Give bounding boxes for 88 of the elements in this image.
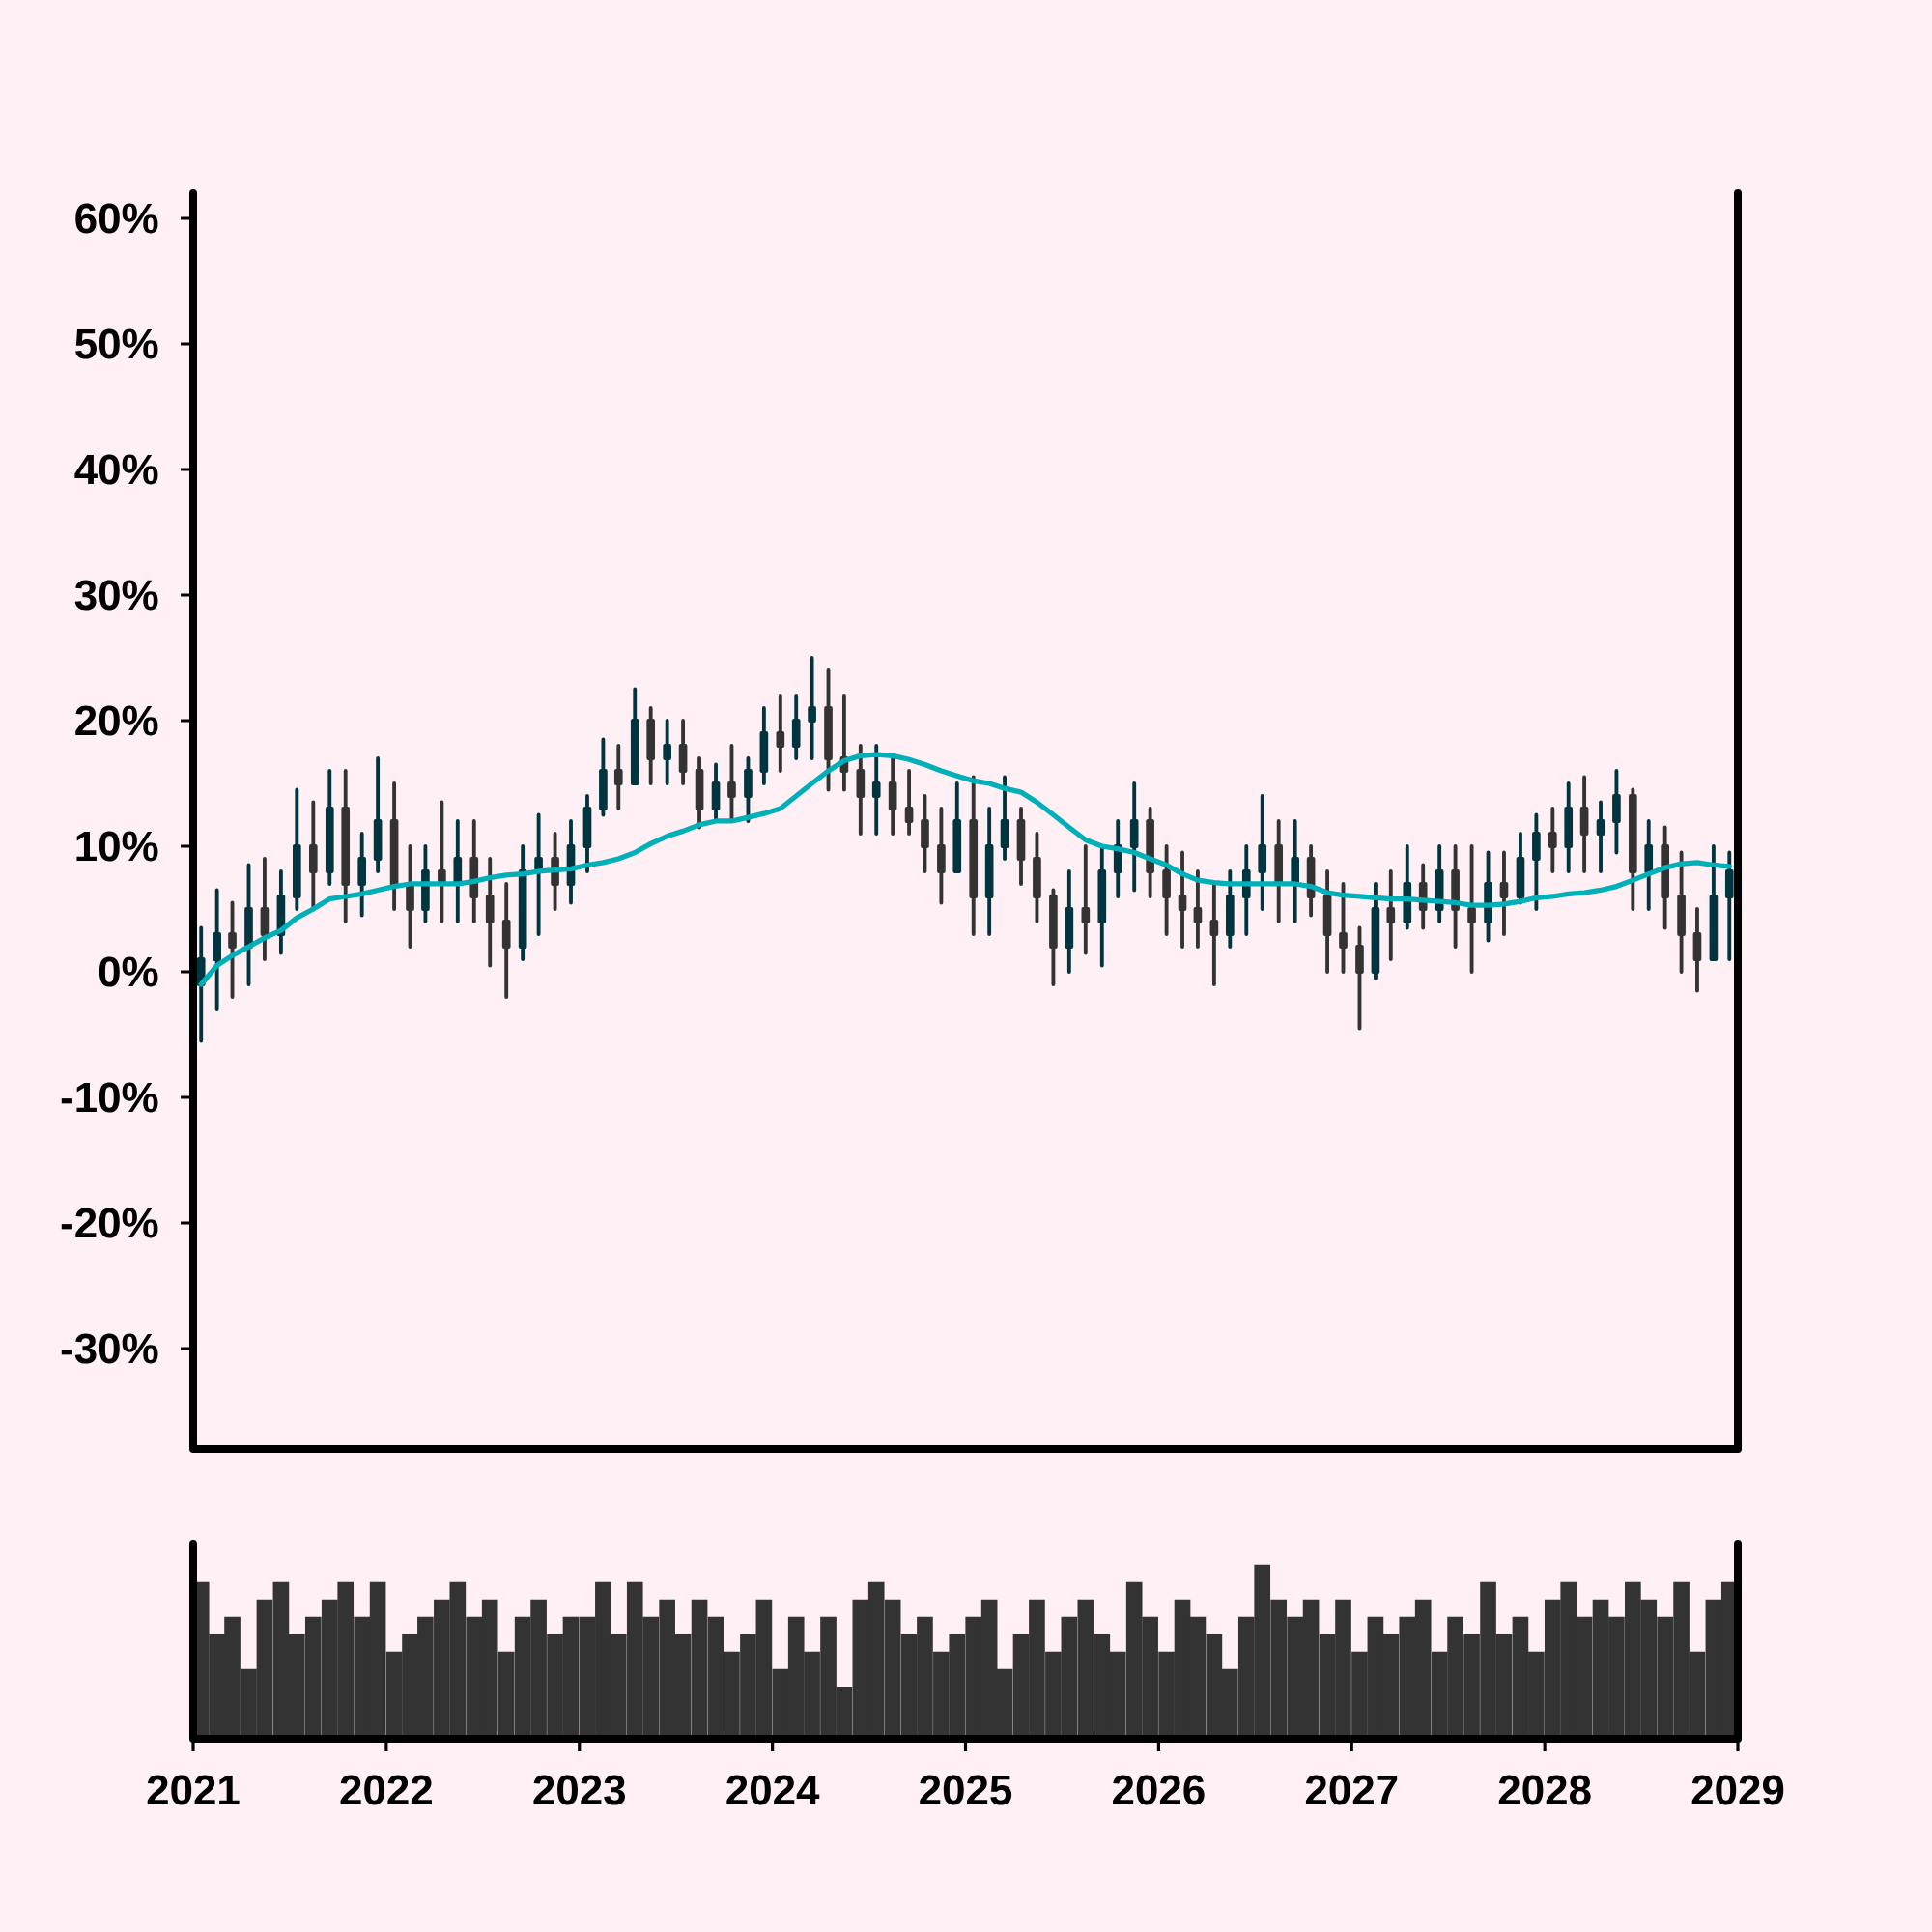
candlestick [501, 882, 511, 999]
y-tick-label: -30% [61, 1333, 158, 1364]
candlestick [1065, 869, 1074, 974]
candlestick [1692, 907, 1702, 993]
candlestick [1644, 819, 1654, 911]
candlestick [485, 857, 495, 968]
y-tick-label: -10% [61, 1082, 158, 1113]
y-tick-label: 0% [99, 956, 158, 987]
x-tick-label: 2023 [533, 1775, 625, 1805]
candlestick [1579, 775, 1589, 873]
candlestick [1081, 844, 1091, 955]
candlestick [856, 744, 866, 836]
y-tick-label: 20% [75, 705, 158, 736]
candlestick [759, 706, 769, 785]
x-tick-label: 2028 [1498, 1775, 1591, 1805]
candlestick [904, 769, 914, 836]
candlestick [1000, 775, 1009, 861]
candlestick [1162, 844, 1171, 936]
candlestick [1451, 844, 1460, 949]
candlestick [373, 756, 383, 873]
candlestick [776, 694, 785, 773]
candlestick [292, 787, 301, 911]
candlestick [1322, 869, 1332, 974]
candlestick [695, 756, 704, 830]
candlestick [325, 769, 334, 886]
candlestick [1033, 832, 1041, 923]
candlestick [1129, 781, 1139, 893]
candlestick [1049, 888, 1058, 986]
candlestick [453, 819, 463, 923]
candlestick [1209, 882, 1219, 986]
y-tick-label: 60% [75, 203, 158, 234]
candlestick [646, 706, 656, 785]
candlestick [1499, 850, 1509, 936]
candlestick [599, 737, 608, 817]
candlestick [1677, 850, 1686, 974]
x-tick-label: 2024 [726, 1775, 820, 1805]
candlestick [921, 794, 929, 873]
candlestick [1193, 869, 1203, 949]
candlestick [1225, 869, 1235, 949]
candlestick [663, 719, 671, 785]
candlestick [808, 656, 816, 760]
candlestick [824, 668, 833, 792]
candlestick [678, 719, 688, 785]
candlestick [1532, 812, 1541, 911]
candlestick [582, 794, 592, 873]
candlestick [744, 756, 753, 823]
y-tick-label: 30% [74, 580, 158, 611]
candlestick [213, 888, 221, 1011]
candlestick [984, 807, 994, 936]
candlestick [341, 769, 351, 923]
candlestick [1709, 844, 1719, 961]
y-tick-label: 10% [76, 831, 158, 862]
candlestick [1371, 882, 1380, 980]
y-tick-label: 40% [74, 454, 158, 485]
candlestick [1274, 819, 1284, 923]
candlestick [613, 744, 623, 810]
x-tick-label: 2027 [1305, 1775, 1398, 1805]
candlestick [1629, 787, 1637, 911]
candlestick [357, 832, 367, 918]
candlestick [630, 687, 639, 785]
candlestick [389, 781, 399, 911]
candlestick [1548, 807, 1557, 873]
candlestick [791, 694, 801, 760]
candlestick [1291, 819, 1300, 923]
candlestick [1016, 807, 1026, 886]
candlestick [952, 781, 962, 873]
candlestick [518, 844, 527, 961]
candlestick [1596, 800, 1605, 873]
candlestick [1564, 781, 1574, 873]
candlestick [1355, 925, 1364, 1031]
candlestick [1178, 850, 1187, 949]
x-tick-label: 2021 [147, 1775, 240, 1805]
candlestick [260, 857, 270, 961]
candlestick [871, 744, 881, 836]
y-tick-label: -20% [61, 1208, 158, 1238]
x-tick-label: 2026 [1113, 1775, 1205, 1805]
candlestick [888, 756, 897, 836]
x-tick-label: 2025 [920, 1775, 1012, 1805]
candlestick [937, 807, 946, 905]
candlestick [1724, 850, 1734, 961]
candlestick [1612, 769, 1621, 855]
x-tick-label: 2029 [1691, 1775, 1784, 1805]
candlestick [1386, 869, 1396, 961]
x-tick-label: 2022 [340, 1775, 432, 1805]
y-tick-label: 50% [75, 328, 158, 359]
candlestick [1467, 844, 1476, 974]
candlestick [969, 775, 979, 936]
candlestick [1258, 794, 1267, 911]
